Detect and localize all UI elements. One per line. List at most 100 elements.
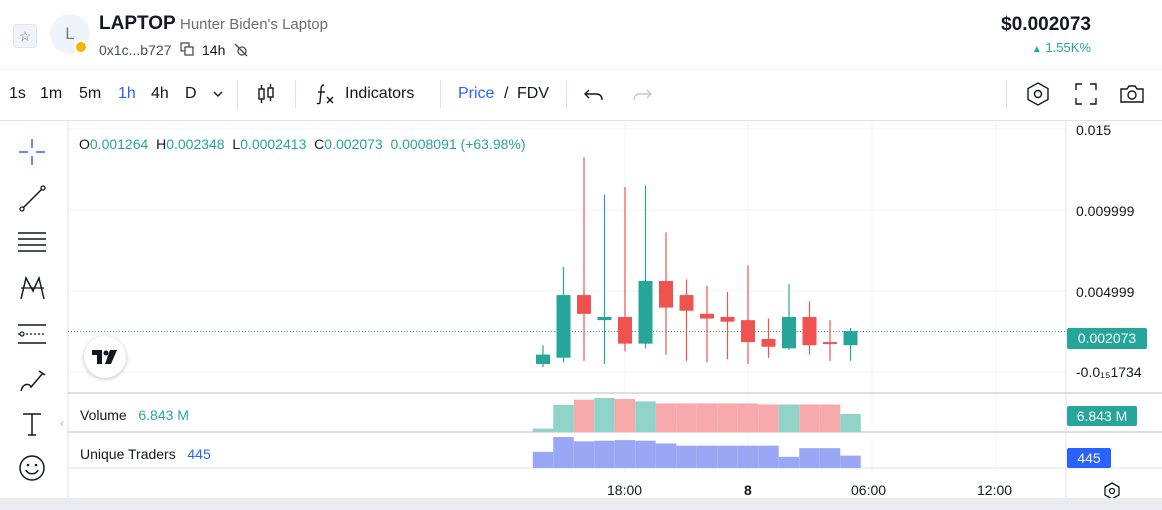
traders-bar [573, 441, 595, 468]
time-tick: 12:00 [977, 482, 1013, 498]
close-value: 0.002073 [324, 136, 383, 152]
volume-bar [758, 404, 779, 432]
traders-tag: 445 [1067, 448, 1111, 468]
interval-1s[interactable]: 1s [9, 85, 26, 102]
candle-body [577, 295, 591, 314]
interval-4h[interactable]: 4h [151, 85, 169, 102]
price-tick: 0.015 [1076, 122, 1112, 138]
candle-body [618, 317, 632, 344]
smiley-icon [19, 455, 45, 481]
toolbar-divider [1006, 80, 1007, 108]
volume-bar [655, 403, 677, 432]
candles-icon[interactable] [254, 82, 278, 106]
traders-bar [778, 456, 800, 468]
traders-label: Unique Traders [80, 446, 176, 462]
text-tool[interactable] [14, 406, 50, 442]
volume-pane-title: Volume 6.843 M [80, 407, 189, 423]
traders-value: 445 [187, 446, 211, 462]
time-tick: 8 [744, 482, 752, 498]
undo-icon[interactable] [582, 82, 606, 106]
price-change-value: 1.55K% [1045, 40, 1091, 55]
candle-body [782, 317, 796, 349]
volume-bar [573, 399, 595, 432]
brush-tool[interactable] [14, 362, 50, 398]
toolbar-divider [440, 80, 441, 108]
redo-icon[interactable] [630, 82, 654, 106]
copy-icon[interactable] [180, 42, 194, 56]
traders-bar [553, 437, 574, 468]
close-label: C [314, 136, 325, 152]
interval-d[interactable]: D [185, 85, 197, 102]
crosshair-icon [19, 139, 45, 165]
volume-bar [676, 403, 697, 432]
open-label: O [79, 136, 90, 152]
price-change: ▲ 1.55K% [1032, 40, 1091, 55]
traders-bar [676, 445, 697, 468]
panel-collapse-handle[interactable]: ‹ [60, 416, 64, 430]
interval-5m[interactable]: 5m [79, 85, 102, 102]
traders-bar [532, 451, 554, 468]
pattern-tool[interactable] [14, 270, 50, 306]
fullscreen-icon[interactable] [1073, 81, 1099, 107]
interval-1h[interactable]: 1h [118, 85, 136, 102]
trend-line-tool[interactable] [14, 180, 50, 216]
text-icon [23, 413, 41, 436]
traders-bar [594, 440, 615, 468]
crosshair-tool[interactable] [14, 134, 50, 170]
bottom-scrollbar[interactable] [0, 498, 1162, 510]
brush-icon [20, 370, 46, 392]
fdv-toggle[interactable]: FDV [517, 85, 549, 102]
candle-body [761, 338, 776, 347]
traders-bar [614, 440, 636, 468]
tv-logo-icon [92, 350, 117, 364]
interval-1m[interactable]: 1m [40, 85, 63, 102]
candle-body [679, 295, 694, 311]
traders-pane-title: Unique Traders 445 [80, 446, 211, 462]
price-toggle[interactable]: Price [458, 85, 495, 102]
token-age: 14h [202, 42, 226, 58]
camera-icon[interactable] [1118, 81, 1146, 107]
open-value: 0.001264 [89, 136, 149, 152]
candle-body [720, 317, 735, 322]
volume-bar [778, 404, 800, 432]
tradingview-logo[interactable] [84, 336, 126, 378]
price-chart[interactable] [0, 121, 1162, 498]
toolbar-divider [237, 80, 238, 108]
indicators-fx-icon[interactable] [312, 82, 336, 106]
toolbar-divider-line [0, 120, 1162, 121]
traders-bar [840, 455, 861, 468]
forecast-tool[interactable] [14, 316, 50, 352]
candle-body [700, 313, 714, 319]
volume-bar [553, 404, 574, 432]
candle-body [556, 295, 571, 358]
traders-bar [655, 443, 677, 468]
chevron-down-icon[interactable] [212, 88, 224, 100]
time-tick: 18:00 [607, 482, 643, 498]
price-tick: -0.0₁₅1734 [1076, 364, 1142, 380]
candle-body [597, 317, 612, 321]
traders-bar [799, 448, 820, 468]
traders-bar [717, 445, 738, 468]
low-label: L [232, 136, 241, 152]
token-avatar: L [50, 14, 90, 54]
candle-body [536, 354, 550, 364]
toolbar-divider [566, 80, 567, 108]
ohlc-legend: O0.001264 H0.002348 L0.0002413 C0.002073… [79, 136, 526, 152]
candle-body [802, 317, 817, 346]
high-value: 0.002348 [166, 136, 225, 152]
settings-hexagon-icon[interactable] [1025, 81, 1051, 107]
emoji-tool[interactable] [14, 450, 50, 486]
horizontal-lines-tool[interactable] [14, 224, 50, 260]
chain-badge-icon [74, 40, 88, 54]
traders-bar [737, 445, 759, 468]
current-price: $0.002073 [1001, 14, 1091, 35]
token-address: 0x1c...b727 [99, 42, 172, 58]
indicators-button[interactable]: Indicators [345, 85, 415, 102]
volume-bar [594, 398, 615, 432]
volume-bar [737, 403, 759, 432]
price-tick: 0.009999 [1076, 203, 1135, 219]
forecast-icon [18, 324, 46, 344]
volume-bar [532, 428, 554, 432]
favorite-star-icon[interactable]: ☆ [13, 24, 37, 48]
search-off-icon[interactable] [233, 42, 249, 58]
